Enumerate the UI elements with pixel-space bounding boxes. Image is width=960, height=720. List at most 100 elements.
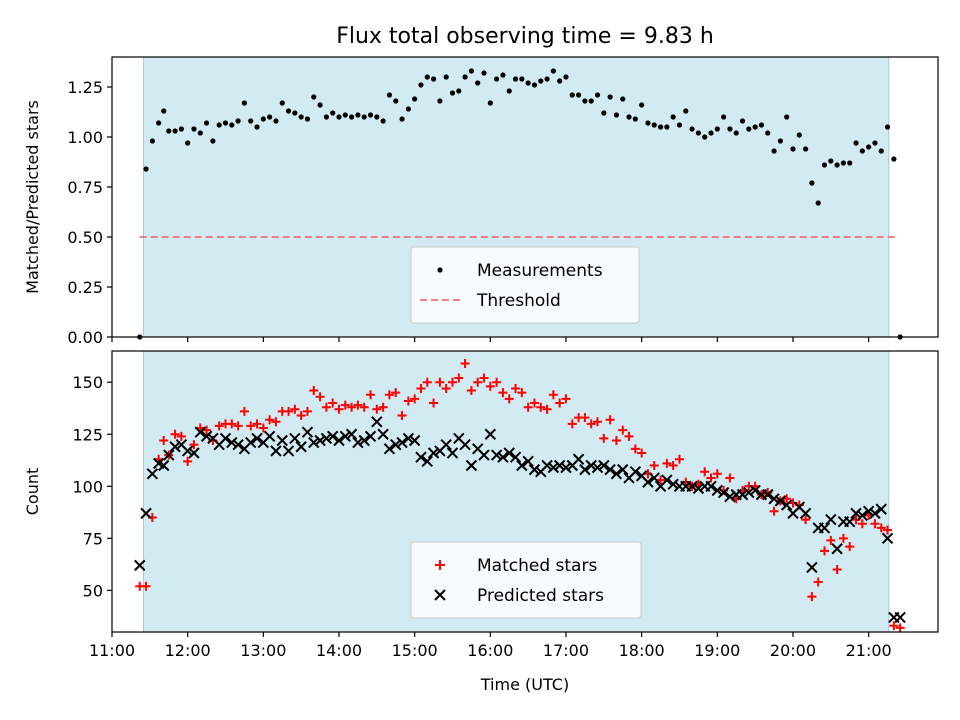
predicted-star-point — [572, 453, 585, 465]
measurement-point — [405, 106, 411, 112]
measurement-point — [149, 138, 155, 144]
matched-star-point — [542, 404, 552, 414]
measurement-point — [462, 74, 468, 80]
measurement-point — [802, 146, 809, 152]
predicted-star-point — [134, 559, 146, 572]
measurement-point — [399, 116, 405, 122]
predicted-star-point — [282, 445, 295, 457]
measurement-point — [449, 90, 456, 96]
matched-star-point — [548, 390, 558, 400]
measurement-point — [821, 162, 828, 168]
matched-star-point — [820, 546, 830, 556]
matched-star-point — [523, 402, 533, 412]
matched-star-point — [340, 400, 350, 410]
measurement-point — [172, 128, 178, 134]
matched-star-point — [706, 473, 716, 483]
y-tick-label: 0.25 — [67, 278, 103, 297]
matched-star-point — [492, 377, 502, 387]
measurement-point — [330, 110, 336, 116]
measurement-point — [418, 82, 424, 88]
matched-star-point — [359, 402, 369, 412]
measurement-point — [809, 180, 815, 186]
measurement-point — [859, 148, 865, 154]
matched-star-point — [378, 402, 388, 412]
matched-star-point — [410, 394, 420, 404]
matched-star-point — [593, 417, 603, 427]
matched-star-point — [712, 469, 722, 479]
series-predicted-stars — [134, 416, 906, 624]
matched-star-point — [309, 386, 319, 396]
measurement-point — [689, 126, 695, 132]
predicted-star-point — [402, 432, 415, 445]
measurement-point — [853, 140, 859, 146]
measurement-point — [620, 96, 626, 102]
legend-box — [410, 541, 642, 619]
predicted-star-point — [478, 449, 490, 461]
measurement-point — [550, 68, 556, 74]
predicted-star-point — [825, 513, 837, 526]
predicted-star-point — [339, 430, 352, 443]
matched-star-point — [580, 413, 590, 423]
measurement-point — [613, 112, 620, 118]
matched-star-point — [624, 431, 634, 441]
measurement-point — [241, 100, 248, 106]
predicted-star-point — [326, 430, 339, 443]
matched-star-point — [511, 383, 521, 393]
measurement-point — [311, 94, 317, 100]
predicted-star-point — [604, 463, 616, 476]
matched-star-point — [391, 388, 401, 398]
matched-star-point — [662, 458, 672, 468]
predicted-star-point — [862, 505, 875, 517]
matched-star-point — [883, 525, 893, 535]
measurement-point — [607, 94, 613, 100]
matched-star-point — [252, 419, 262, 429]
legend: Measurements Threshold — [410, 246, 640, 324]
measurement-point — [601, 110, 607, 116]
predicted-star-point — [522, 455, 534, 468]
predicted-star-point — [547, 461, 560, 474]
measurement-point — [525, 80, 531, 86]
predicted-star-point — [831, 543, 843, 555]
predicted-star-point — [692, 482, 705, 495]
matched-star-point — [813, 577, 823, 587]
matched-star-point — [302, 406, 312, 416]
predicted-star-point — [251, 432, 263, 445]
matched-star-point — [504, 394, 514, 404]
matched-star-point — [889, 621, 899, 631]
predicted-star-point — [780, 499, 793, 511]
measurement-point — [342, 112, 348, 118]
y-tick-label: 0.50 — [67, 228, 103, 247]
measurement-point — [538, 78, 544, 84]
measurement-point — [235, 118, 241, 124]
predicted-star-point — [465, 459, 478, 472]
matched-star-point — [384, 390, 394, 400]
y-tick-label: 100 — [72, 477, 103, 496]
measurement-point — [582, 98, 588, 104]
matched-star-point — [555, 398, 565, 408]
predicted-star-point — [894, 611, 906, 624]
measurement-point — [733, 130, 739, 136]
predicted-star-point — [390, 438, 402, 451]
bottom-panel-star-counts: 50 75 100 125 150 11:00 12:00 13:00 14:00 15:00 16… — [23, 350, 939, 694]
measurement-point — [273, 118, 279, 124]
measurement-point — [500, 72, 506, 78]
x-tick-label: 13:00 — [240, 641, 286, 660]
measurement-point — [475, 80, 481, 86]
measurement-point — [872, 140, 878, 146]
predicted-star-point — [263, 430, 276, 443]
predicted-star-point — [617, 463, 629, 476]
matched-star-point — [674, 454, 684, 464]
x-tick-label: 16:00 — [467, 641, 513, 660]
measurement-point — [594, 92, 601, 98]
legend-box — [410, 246, 640, 324]
measurement-point — [765, 130, 771, 136]
legend: Matched stars Predicted stars — [410, 541, 642, 619]
predicted-star-point — [188, 447, 200, 459]
measurement-point — [191, 126, 197, 132]
measurement-point — [367, 112, 374, 118]
predicted-star-point — [446, 447, 459, 459]
matched-star-point — [876, 523, 886, 533]
measurement-point — [393, 98, 399, 104]
measurement-point — [216, 122, 222, 128]
predicted-star-point — [140, 507, 152, 520]
